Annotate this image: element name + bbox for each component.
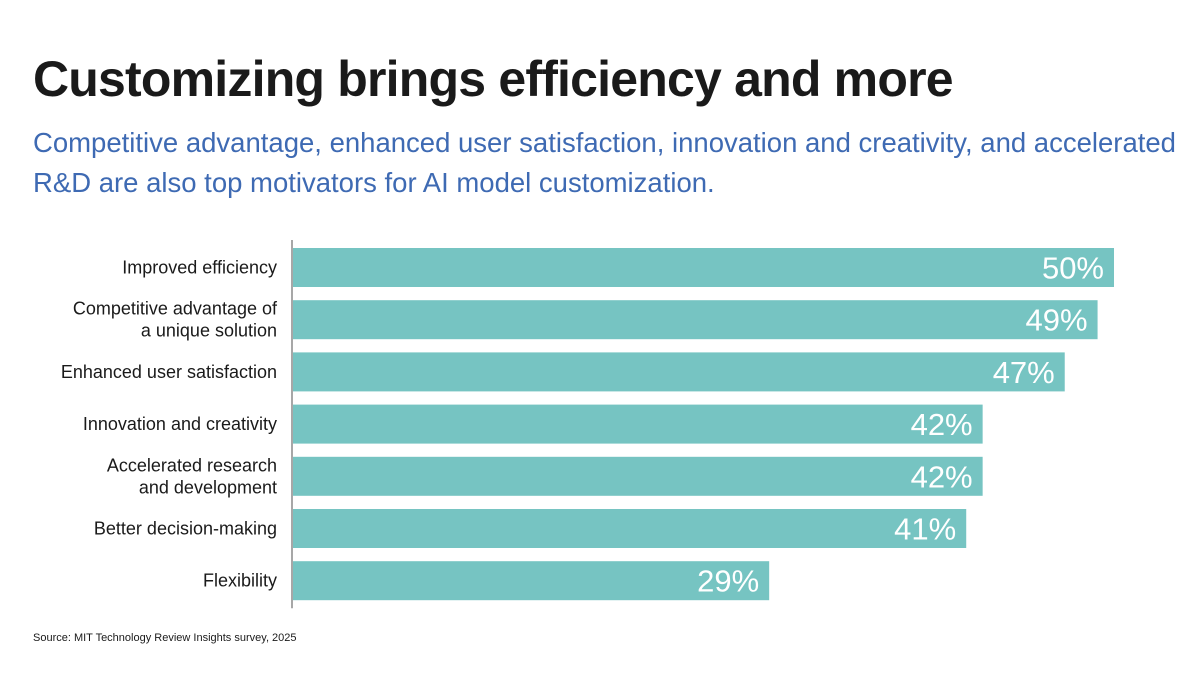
- category-label-4: Accelerated research and development: [107, 455, 277, 497]
- bar-value-label-0: 50%: [1042, 251, 1104, 286]
- bar-value-label-4: 42%: [911, 459, 973, 494]
- bar-4: [293, 456, 983, 496]
- bar-5: [293, 509, 967, 548]
- bar-1: [293, 300, 1098, 340]
- bar-chart: 50% Improved efficiency 49% Competitive adv…: [61, 240, 1114, 609]
- bar-3: [293, 404, 983, 444]
- category-label-2: Enhanced user satisfaction: [61, 362, 277, 382]
- bar-value-label-3: 42%: [911, 407, 973, 442]
- bar-value-label-5: 41%: [894, 512, 956, 547]
- category-label-0: Improved efficiency: [122, 258, 277, 278]
- chart-title: Customizing brings efficiency and more: [33, 51, 954, 107]
- category-label-6: Flexibility: [203, 571, 277, 591]
- bar-6: [293, 561, 770, 601]
- chart-subtitle: Competitive advantage, enhanced user sat…: [33, 127, 1176, 198]
- bar-0: [293, 248, 1114, 287]
- bar-value-label-2: 47%: [993, 355, 1055, 390]
- category-label-3: Innovation and creativity: [83, 414, 277, 434]
- bar-2: [293, 352, 1065, 392]
- bar-value-label-6: 29%: [697, 564, 759, 599]
- category-label-1: Competitive advantage of a unique solutio…: [73, 299, 278, 341]
- source-note: Source: MIT Technology Review Insights s…: [33, 632, 297, 644]
- bar-value-label-1: 49%: [1026, 303, 1088, 338]
- category-label-5: Better decision-making: [94, 519, 277, 539]
